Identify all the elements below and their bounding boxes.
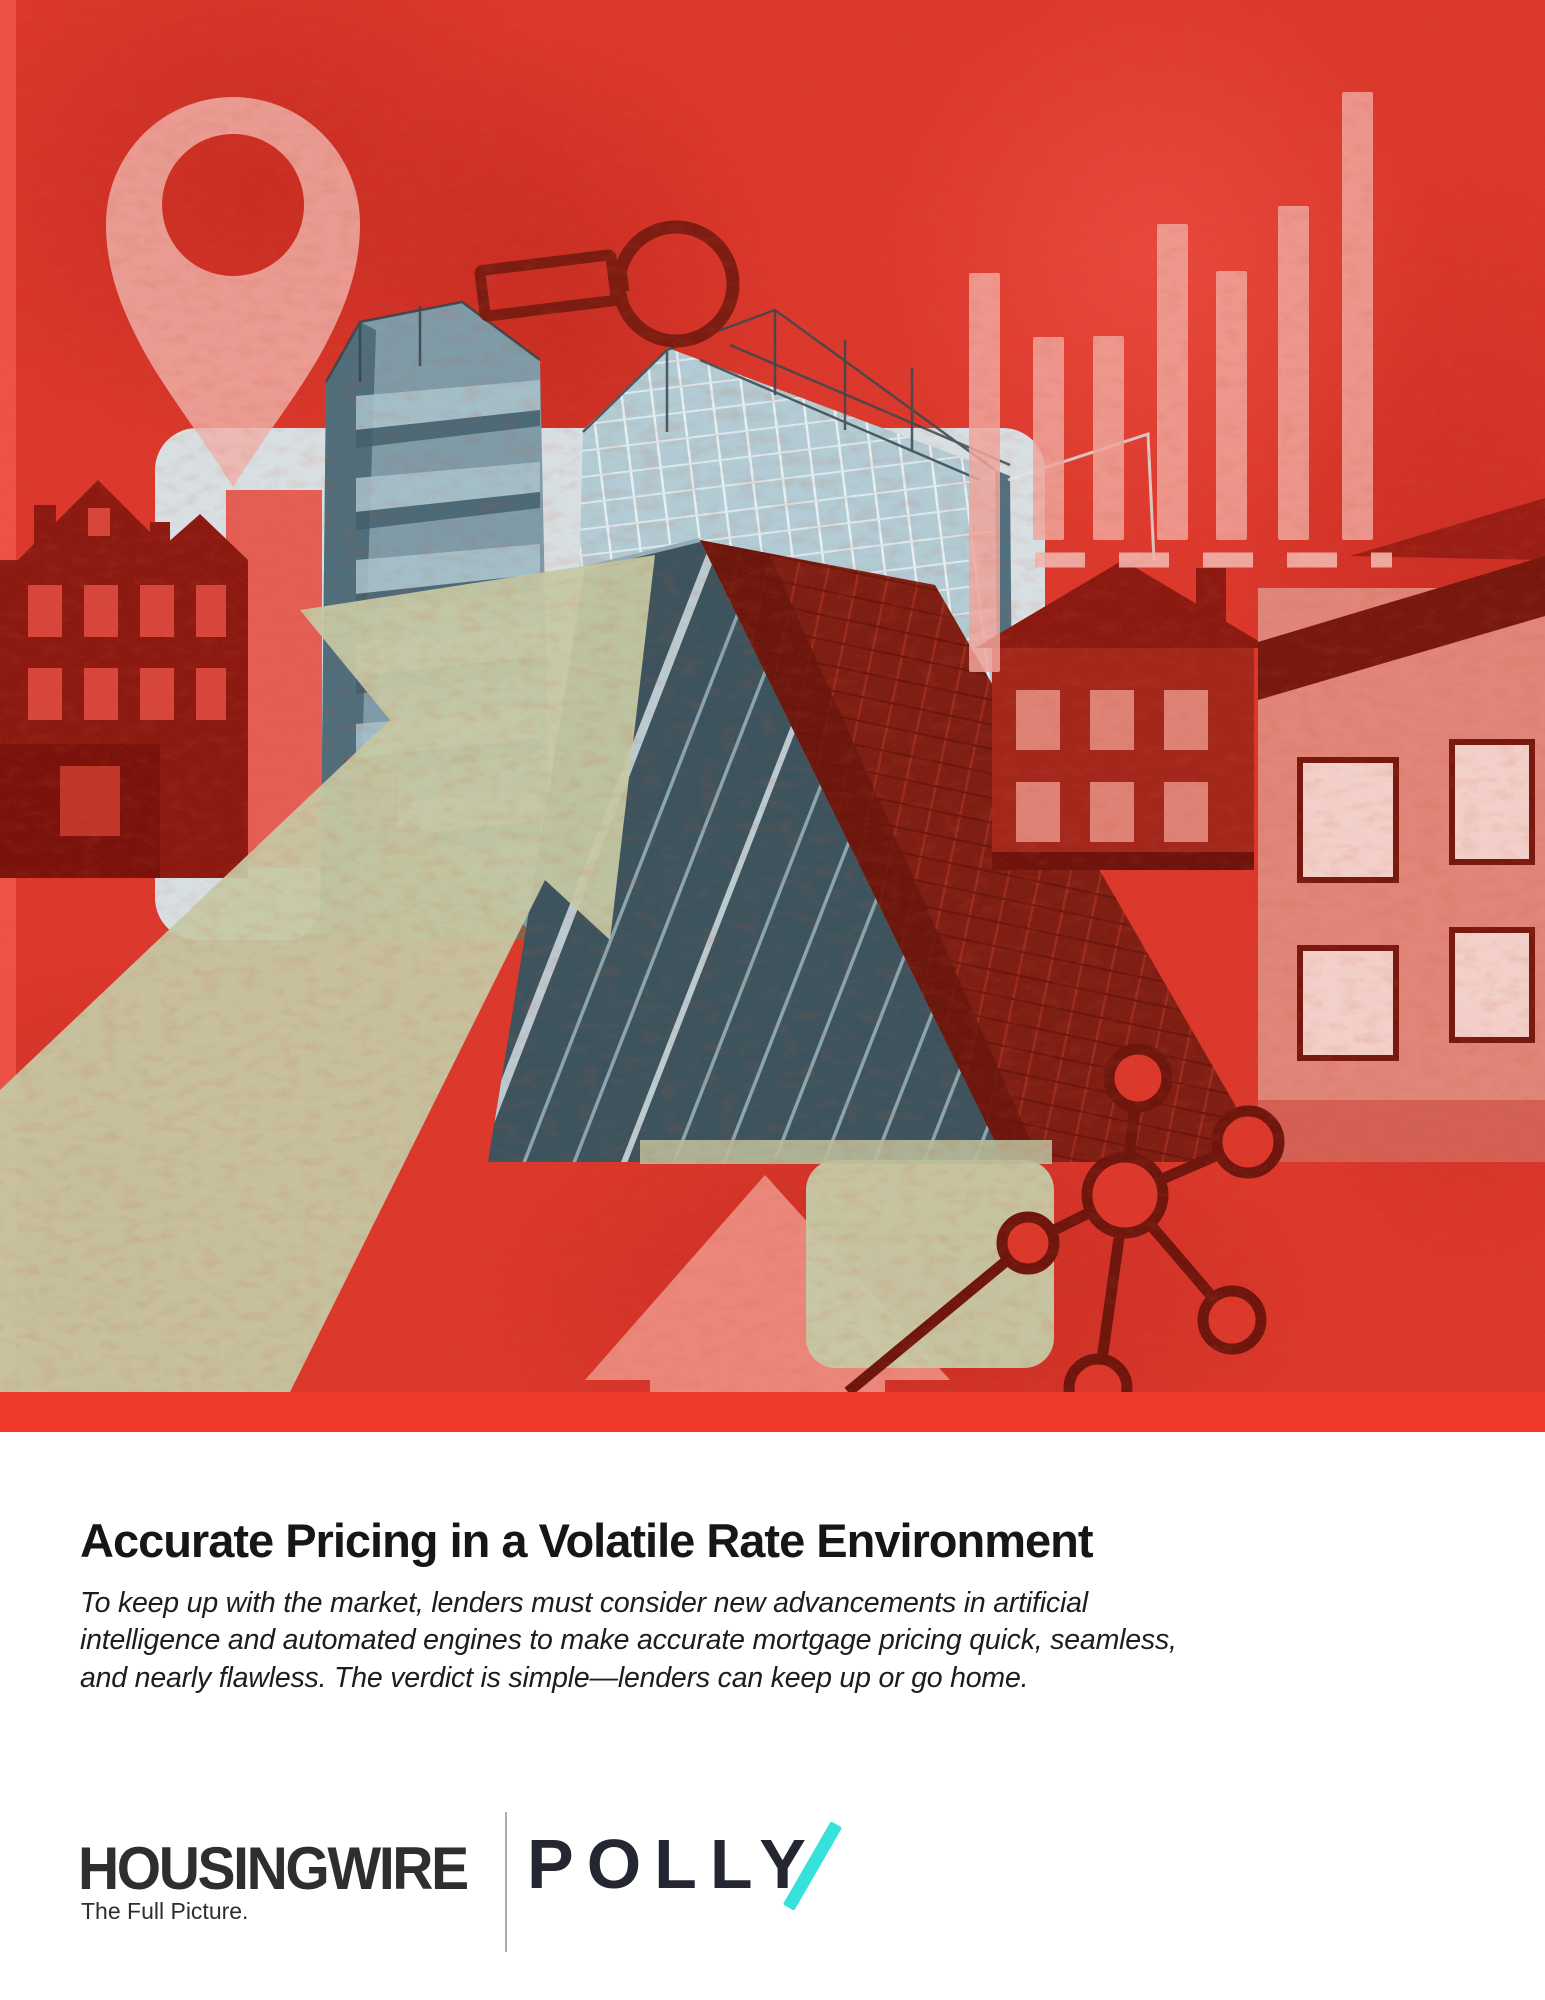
housingwire-logo: HOUSINGWIRE [78, 1835, 469, 1902]
logo-lockup: HOUSINGWIRE The Full Picture. POLLY [0, 1812, 1545, 1972]
logo-divider [505, 1812, 507, 1952]
hero-illustration [0, 0, 1545, 1520]
texture-overlay-white [0, 0, 1545, 1392]
polly-logo: POLLY [527, 1825, 819, 1903]
page-title: Accurate Pricing in a Volatile Rate Envi… [80, 1514, 1094, 1568]
housingwire-tagline: The Full Picture. [81, 1898, 249, 1924]
cover-text-section: Accurate Pricing in a Volatile Rate Envi… [0, 1432, 1545, 2000]
page-subtitle: To keep up with the market, lenders must… [80, 1586, 1177, 1695]
bottom-accent-band [0, 1392, 1545, 1432]
